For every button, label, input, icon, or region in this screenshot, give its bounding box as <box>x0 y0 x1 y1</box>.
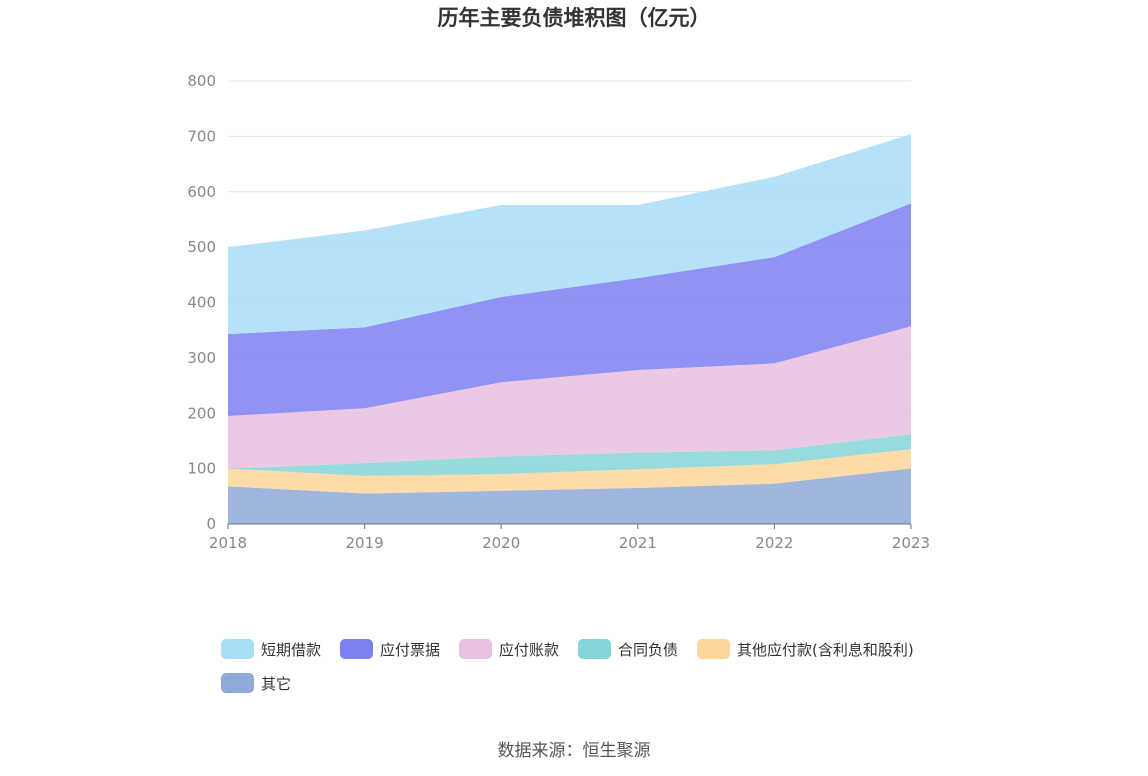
legend-swatch <box>221 673 254 693</box>
area-series-2[interactable] <box>228 434 911 476</box>
legend-item[interactable]: 应付账款 <box>459 637 559 661</box>
legend-swatch <box>578 639 611 659</box>
y-tick-label: 700 <box>187 127 216 145</box>
y-tick-label: 200 <box>187 404 216 422</box>
y-tick-label: 800 <box>187 72 216 90</box>
area-series-5[interactable] <box>228 134 911 335</box>
y-tick-label: 600 <box>187 183 216 201</box>
area-series-4[interactable] <box>228 203 911 417</box>
x-tick-label: 2019 <box>346 534 384 552</box>
stacked-area-chart: 0 100 200 300 400 500 600 700 800 2018 2019 2020 202… <box>187 72 930 552</box>
area-series-1[interactable] <box>228 449 911 494</box>
chart-title: 历年主要负债堆积图（亿元） <box>437 6 711 30</box>
x-tick-label: 2021 <box>619 534 657 552</box>
y-tick-label: 500 <box>187 238 216 256</box>
legend-label: 短期借款 <box>261 640 322 659</box>
axes: 0 100 200 300 400 500 600 700 800 2018 2019 2020 202… <box>187 72 930 552</box>
x-tick-label: 2023 <box>892 534 930 552</box>
y-tick-label: 0 <box>206 515 216 533</box>
legend-label: 合同负债 <box>618 640 679 659</box>
legend-item[interactable]: 应付票据 <box>340 637 440 661</box>
x-tick-label: 2018 <box>209 534 247 552</box>
x-tick-label: 2020 <box>482 534 520 552</box>
legend-label: 应付账款 <box>499 640 560 659</box>
legend-swatch <box>340 639 373 659</box>
legend-swatch <box>221 639 254 659</box>
area-series <box>228 134 911 524</box>
y-tick-label: 400 <box>187 294 216 312</box>
legend-swatch <box>459 639 492 659</box>
legend-label: 其他应付款(含利息和股利) <box>737 640 914 659</box>
x-tick-label: 2022 <box>755 534 793 552</box>
y-tick-label: 300 <box>187 349 216 367</box>
y-tick-label: 100 <box>187 460 216 478</box>
legend-label: 其它 <box>261 674 292 693</box>
legend-label: 应付票据 <box>380 640 441 659</box>
legend-item[interactable]: 短期借款 <box>221 637 321 661</box>
legend-item[interactable]: 其它 <box>221 671 291 695</box>
area-series-3[interactable] <box>228 326 911 469</box>
area-series-0[interactable] <box>228 468 911 524</box>
data-source-note: 数据来源：恒生聚源 <box>497 741 651 761</box>
legend-item[interactable]: 其他应付款(含利息和股利) <box>697 637 914 661</box>
legend-swatch <box>697 639 730 659</box>
legend-item[interactable]: 合同负债 <box>578 637 678 661</box>
